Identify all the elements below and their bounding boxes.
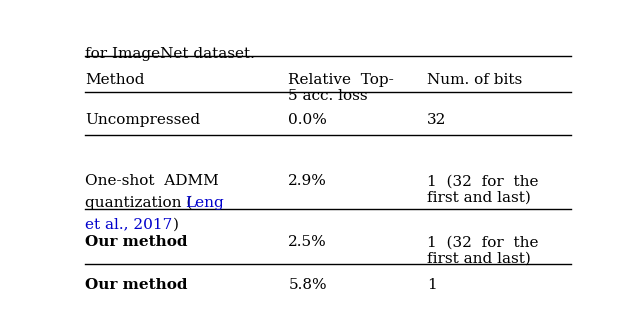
Text: 1  (32  for  the
first and last): 1 (32 for the first and last) <box>428 174 539 205</box>
Text: Leng: Leng <box>185 196 224 210</box>
Text: Our method: Our method <box>85 279 188 292</box>
Text: One-shot  ADMM: One-shot ADMM <box>85 174 219 188</box>
Text: 5.8%: 5.8% <box>288 279 327 292</box>
Text: Method: Method <box>85 73 145 87</box>
Text: 0.0%: 0.0% <box>288 113 327 127</box>
Text: Our method: Our method <box>85 235 188 249</box>
Text: 1  (32  for  the
first and last): 1 (32 for the first and last) <box>428 235 539 265</box>
Text: Num. of bits: Num. of bits <box>428 73 522 87</box>
Text: Relative  Top-
5 acc. loss: Relative Top- 5 acc. loss <box>288 73 394 103</box>
Text: for ImageNet dataset.: for ImageNet dataset. <box>85 47 255 61</box>
Text: 2.9%: 2.9% <box>288 174 327 188</box>
Text: quantization (: quantization ( <box>85 196 193 210</box>
Text: 32: 32 <box>428 113 447 127</box>
Text: et al., 2017: et al., 2017 <box>85 217 172 231</box>
Text: 1: 1 <box>428 279 437 292</box>
Text: Uncompressed: Uncompressed <box>85 113 200 127</box>
Text: 2.5%: 2.5% <box>288 235 327 249</box>
Text: ): ) <box>173 217 179 231</box>
